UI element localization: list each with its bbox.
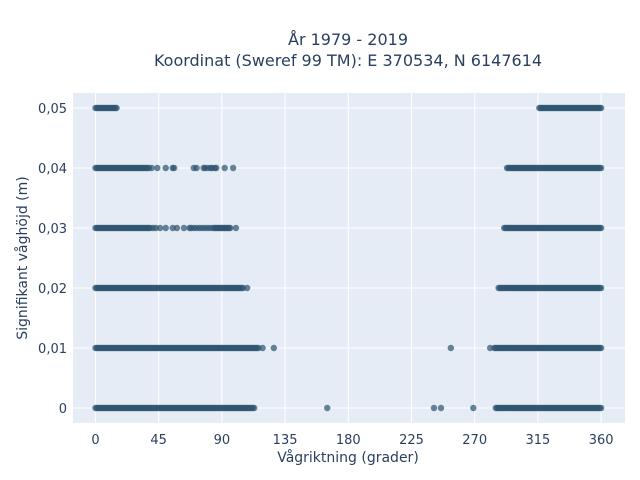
- data-point: [173, 224, 181, 232]
- x-tick-label: 270: [462, 433, 487, 448]
- y-axis-title: Signifikant våghöjd (m): [14, 176, 31, 339]
- data-point: [470, 404, 477, 412]
- data-point: [447, 344, 455, 352]
- data-point: [270, 344, 278, 352]
- y-tick-label: 0,05: [38, 102, 67, 117]
- x-tick-label: 315: [526, 433, 551, 448]
- plot-area: [73, 93, 625, 423]
- y-tick-label: 0,02: [38, 282, 67, 297]
- data-point: [597, 224, 605, 232]
- data-point: [597, 344, 605, 352]
- data-point: [213, 164, 220, 172]
- data-point: [486, 344, 494, 352]
- data-point: [437, 404, 445, 412]
- chart-title-line-1: År 1979 - 2019: [288, 30, 408, 49]
- data-point: [162, 224, 169, 232]
- x-tick-label: 135: [273, 433, 298, 448]
- x-tick-label: 0: [91, 433, 99, 448]
- data-point: [259, 344, 266, 352]
- data-point: [156, 224, 164, 232]
- data-point: [324, 404, 331, 412]
- data-point: [229, 164, 237, 172]
- data-point: [162, 164, 169, 172]
- data-point: [113, 104, 120, 112]
- x-tick-label: 180: [336, 433, 361, 448]
- x-tick-label: 360: [589, 433, 614, 448]
- data-point: [597, 104, 605, 112]
- x-tick-label: 225: [399, 433, 424, 448]
- data-point: [250, 404, 258, 412]
- y-tick-label: 0: [59, 402, 67, 417]
- chart-title-line-2: Koordinat (Sweref 99 TM): E 370534, N 61…: [154, 51, 542, 70]
- data-point: [148, 164, 155, 172]
- data-point: [430, 404, 438, 412]
- data-point: [221, 164, 228, 172]
- data-point: [597, 284, 605, 292]
- x-tick-label: 45: [150, 433, 167, 448]
- data-point: [193, 164, 200, 172]
- data-point: [597, 404, 605, 412]
- data-point: [227, 224, 234, 232]
- data-point: [597, 164, 605, 172]
- data-point: [170, 164, 178, 172]
- tick-labels: 0 45 90 135 180 225 270 315 360 0 0,01 0,02 0,03 0,04…: [38, 102, 613, 448]
- x-axis-title: Vågriktning (grader): [277, 449, 419, 466]
- data-point: [232, 224, 240, 232]
- data-point: [154, 164, 161, 172]
- data-points: [92, 104, 605, 412]
- y-tick-label: 0,03: [38, 222, 67, 237]
- data-point: [180, 224, 188, 232]
- y-tick-label: 0,01: [38, 342, 67, 357]
- y-tick-label: 0,04: [38, 162, 67, 177]
- x-tick-label: 90: [214, 433, 231, 448]
- data-point: [243, 284, 251, 292]
